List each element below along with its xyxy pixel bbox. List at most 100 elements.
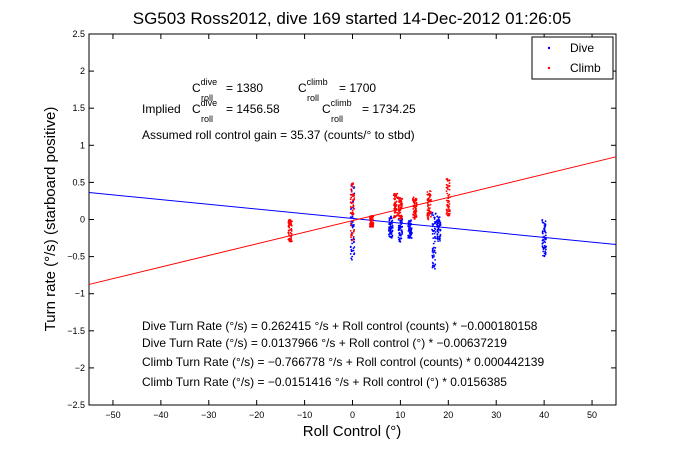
dive-point	[407, 222, 410, 225]
dive-point	[542, 236, 544, 239]
implied-dive-label: Cdive	[192, 98, 217, 116]
climb-point	[352, 193, 355, 196]
climb-point	[429, 190, 431, 192]
climb-point	[426, 216, 429, 219]
climb-point	[396, 192, 399, 195]
dive-point	[390, 232, 393, 234]
implied-dive-base: C	[192, 102, 201, 116]
dive-point	[544, 234, 547, 237]
dive-point	[438, 236, 441, 238]
implied-climb-base: C	[322, 102, 331, 116]
legend: Dive Climb	[531, 36, 614, 80]
climb-point	[413, 218, 416, 220]
climb-point	[414, 211, 417, 214]
dive-point	[407, 225, 410, 228]
climb-point	[428, 200, 431, 203]
data-points	[287, 178, 547, 270]
climb-point	[370, 221, 372, 224]
x-axis-label: Roll Control (°)	[303, 423, 402, 440]
climb-point	[352, 219, 354, 222]
equation-climb-degrees: Climb Turn Rate (°/s) = −0.0151416 °/s +…	[142, 375, 507, 389]
climb-point	[447, 197, 449, 200]
y-tick-label: 2.5	[72, 29, 85, 39]
climb-point	[412, 213, 414, 216]
climb-point	[427, 218, 429, 220]
climb-point	[427, 211, 430, 214]
dive-point	[388, 228, 390, 231]
dive-point	[543, 255, 546, 258]
climb-point	[290, 223, 293, 226]
climb-point	[369, 225, 371, 228]
legend-climb-marker	[547, 66, 551, 70]
dive-point	[541, 231, 544, 234]
climb-point	[350, 236, 352, 239]
dive-point	[438, 224, 441, 227]
climb-point	[446, 210, 449, 212]
dive-point	[391, 225, 394, 227]
climb-point	[352, 182, 354, 185]
dive-point	[433, 229, 436, 232]
climb-point	[414, 205, 416, 208]
dive-point	[408, 227, 410, 230]
climb-point	[288, 226, 291, 229]
dive-point	[390, 227, 392, 229]
dive-point	[350, 220, 353, 223]
dive-point	[431, 225, 434, 228]
dive-point	[390, 215, 392, 218]
climb-point	[290, 232, 293, 235]
climb-point	[287, 229, 290, 232]
climb-point	[400, 205, 403, 208]
dive-point	[434, 236, 436, 239]
axis-ticks: −50 −40 −30 −20 −10 0 10 20 30 40 50 2.5 2 1.5 1 0.5 0 −0…	[67, 29, 616, 420]
dive-point	[436, 215, 439, 218]
dive-point	[434, 252, 437, 254]
y-tick-label: 2	[80, 66, 85, 76]
climb-point	[412, 208, 415, 210]
dive-point	[399, 234, 402, 237]
x-tick-label: −50	[105, 410, 120, 420]
dive-point	[544, 238, 547, 241]
climb-point	[446, 214, 449, 217]
climb-point	[447, 199, 449, 202]
x-tick-label: 10	[395, 410, 405, 420]
dive-point	[352, 247, 355, 250]
climb-point	[349, 198, 352, 201]
x-tick-label: −20	[249, 410, 264, 420]
climb-point	[413, 199, 415, 202]
implied-dive-sup: dive	[201, 98, 218, 108]
climb-point	[449, 196, 451, 199]
c-dive-sup: dive	[201, 77, 218, 87]
climb-point	[429, 203, 432, 206]
c-dive-label: Cdive	[192, 77, 217, 95]
climb-point	[447, 188, 449, 191]
climb-point	[448, 208, 451, 211]
dive-point	[544, 250, 546, 253]
climb-point	[412, 205, 415, 208]
dive-point	[439, 221, 442, 224]
climb-point	[398, 201, 400, 204]
dive-point	[391, 220, 393, 223]
dive-point	[433, 255, 435, 258]
dive-point	[543, 227, 546, 229]
dive-point	[399, 221, 402, 224]
dive-point	[349, 253, 352, 255]
climb-point	[400, 198, 403, 201]
dive-point	[410, 237, 413, 239]
plot-frame	[88, 33, 617, 406]
regression-equations: Dive Turn Rate (°/s) = 0.262415 °/s + Ro…	[142, 319, 544, 389]
climb-point	[371, 219, 374, 221]
dive-point	[543, 240, 546, 243]
dive-point	[351, 226, 354, 229]
climb-point	[393, 192, 396, 195]
c-dive-base: C	[192, 81, 201, 95]
dive-point	[541, 219, 544, 221]
dive-point	[409, 236, 412, 239]
dive-point	[352, 217, 355, 220]
dive-point	[436, 226, 439, 228]
climb-point	[395, 200, 398, 203]
dive-point	[544, 251, 547, 254]
climb-point	[350, 196, 353, 199]
dive-point	[389, 223, 392, 226]
climb-point	[397, 212, 400, 215]
dive-point	[433, 264, 436, 267]
